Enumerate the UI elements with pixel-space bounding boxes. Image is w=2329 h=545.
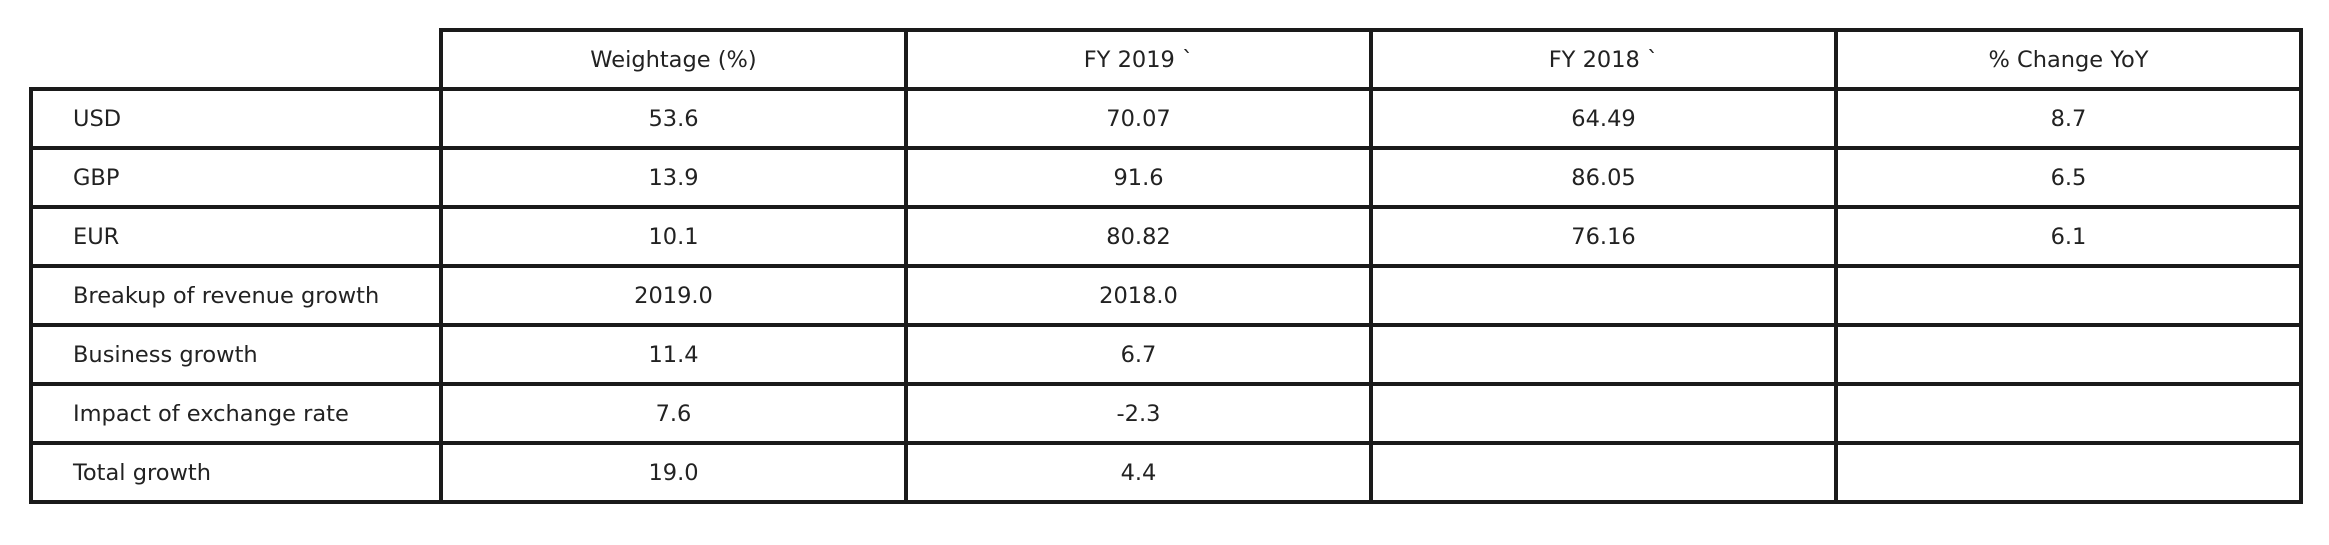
row-label: GBP bbox=[29, 146, 443, 209]
table-cell: 6.5 bbox=[1834, 146, 2303, 209]
row-label: Business growth bbox=[29, 323, 443, 386]
table-cell: 64.49 bbox=[1369, 87, 1838, 150]
table-cell bbox=[1369, 382, 1838, 445]
table-cell bbox=[1369, 264, 1838, 327]
table-row: Total growth 19.0 4.4 bbox=[29, 441, 2303, 504]
currency-table: Weightage (%) FY 2019 ` FY 2018 ` % Chan… bbox=[29, 28, 2303, 504]
table-cell: 6.1 bbox=[1834, 205, 2303, 268]
row-label: Breakup of revenue growth bbox=[29, 264, 443, 327]
table-cell: 13.9 bbox=[439, 146, 908, 209]
row-label: Impact of exchange rate bbox=[29, 382, 443, 445]
table-cell: 10.1 bbox=[439, 205, 908, 268]
header-fy2019: FY 2019 ` bbox=[904, 28, 1373, 91]
table-row: USD 53.6 70.07 64.49 8.7 bbox=[29, 87, 2303, 150]
table-cell: 2019.0 bbox=[439, 264, 908, 327]
table-cell: 80.82 bbox=[904, 205, 1373, 268]
header-row: Weightage (%) FY 2019 ` FY 2018 ` % Chan… bbox=[31, 28, 2303, 91]
table-row: Impact of exchange rate 7.6 -2.3 bbox=[29, 382, 2303, 445]
table-cell: 76.16 bbox=[1369, 205, 1838, 268]
table-cell bbox=[1834, 382, 2303, 445]
table-cell: 4.4 bbox=[904, 441, 1373, 504]
table-row: GBP 13.9 91.6 86.05 6.5 bbox=[29, 146, 2303, 209]
table-row: EUR 10.1 80.82 76.16 6.1 bbox=[29, 205, 2303, 268]
header-change-yoy: % Change YoY bbox=[1834, 28, 2303, 91]
table-cell: 8.7 bbox=[1834, 87, 2303, 150]
header-corner bbox=[31, 30, 443, 91]
table-cell: 11.4 bbox=[439, 323, 908, 386]
table-cell: 70.07 bbox=[904, 87, 1373, 150]
table-cell bbox=[1834, 264, 2303, 327]
table-cell: 91.6 bbox=[904, 146, 1373, 209]
table-cell bbox=[1834, 323, 2303, 386]
table-cell: 53.6 bbox=[439, 87, 908, 150]
row-label: USD bbox=[29, 87, 443, 150]
table-row: Breakup of revenue growth 2019.0 2018.0 bbox=[29, 264, 2303, 327]
row-label: EUR bbox=[29, 205, 443, 268]
table-cell: 2018.0 bbox=[904, 264, 1373, 327]
table-row: Business growth 11.4 6.7 bbox=[29, 323, 2303, 386]
table-cell: 19.0 bbox=[439, 441, 908, 504]
table-cell: 7.6 bbox=[439, 382, 908, 445]
table-cell: 86.05 bbox=[1369, 146, 1838, 209]
header-fy2018: FY 2018 ` bbox=[1369, 28, 1838, 91]
table-cell bbox=[1369, 441, 1838, 504]
table-cell: -2.3 bbox=[904, 382, 1373, 445]
table-cell bbox=[1834, 441, 2303, 504]
table-cell: 6.7 bbox=[904, 323, 1373, 386]
row-label: Total growth bbox=[29, 441, 443, 504]
header-weightage: Weightage (%) bbox=[439, 28, 908, 91]
table-cell bbox=[1369, 323, 1838, 386]
